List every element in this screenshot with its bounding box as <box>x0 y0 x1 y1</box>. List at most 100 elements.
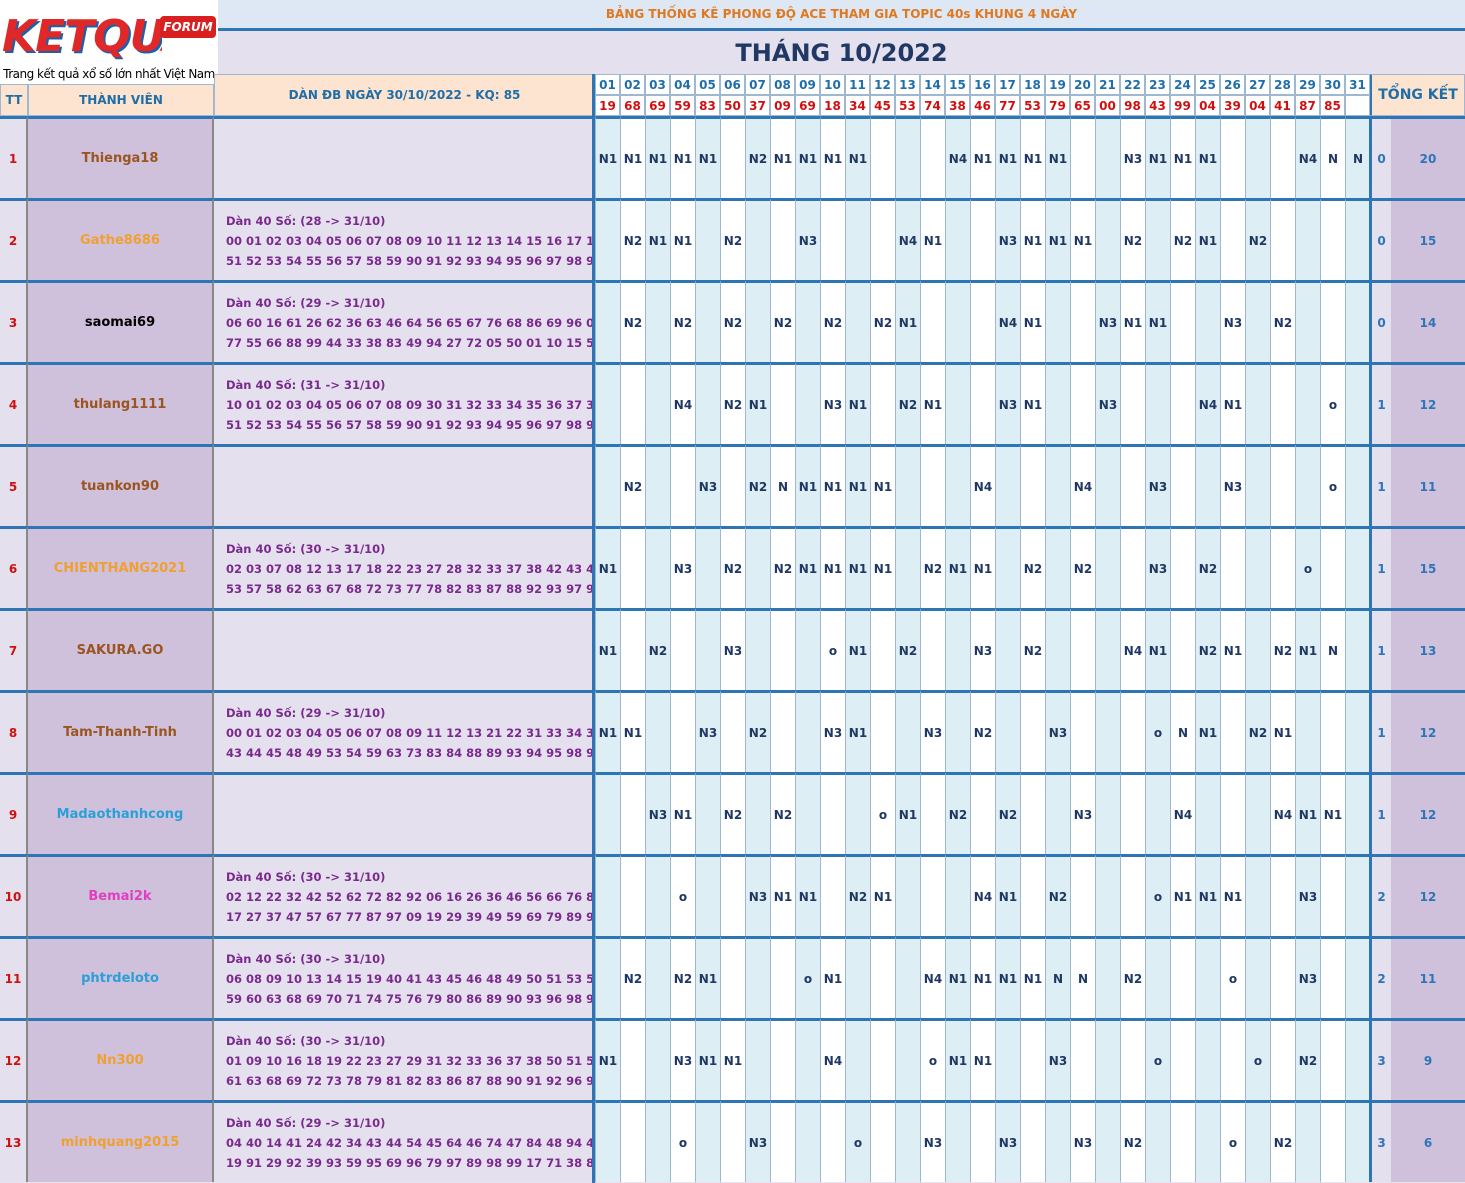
day-cell: N2 <box>1170 198 1195 280</box>
day-cell <box>620 854 645 936</box>
day-cell <box>670 444 695 526</box>
day-cell <box>1245 854 1270 936</box>
day-cell: o <box>1245 1018 1270 1100</box>
day-result: 69 <box>645 95 670 116</box>
day-cell <box>1220 1018 1245 1100</box>
day-cell <box>595 1100 620 1182</box>
day-cell <box>1270 854 1295 936</box>
member-name: phtrdeloto <box>28 936 214 1018</box>
day-cell: N3 <box>995 198 1020 280</box>
day-cell <box>1120 690 1145 772</box>
day-cell <box>695 772 720 854</box>
row-tt: 2 <box>0 198 28 280</box>
day-cell <box>1070 116 1095 198</box>
dan-line: Dàn 40 Số: (29 -> 31/10) <box>226 705 386 720</box>
day-cell: N1 <box>1020 936 1045 1018</box>
day-cell: N4 <box>895 198 920 280</box>
row-tt: 12 <box>0 1018 28 1100</box>
day-cell <box>695 526 720 608</box>
dan-line: Dàn 40 Số: (29 -> 31/10) <box>226 295 386 310</box>
day-cell <box>820 1100 845 1182</box>
dan-line: 19 91 29 92 39 93 59 95 69 96 79 97 89 9… <box>226 1155 592 1170</box>
day-cell: N2 <box>1195 526 1220 608</box>
day-cell <box>1120 362 1145 444</box>
day-cell <box>870 116 895 198</box>
day-cell <box>1070 854 1095 936</box>
day-cell: N1 <box>845 116 870 198</box>
dan: Dàn 40 Số: (29 -> 31/10) 06 60 16 61 26 6… <box>214 280 592 362</box>
col-total: TỔNG KẾT <box>1369 74 1465 116</box>
day-result: 98 <box>1120 95 1145 116</box>
day-cell: N1 <box>1195 690 1220 772</box>
day-cell <box>1320 936 1345 1018</box>
day-header: 25 <box>1195 74 1220 95</box>
day-cell <box>1045 772 1070 854</box>
day-result: 87 <box>1295 95 1320 116</box>
dan-line: Dàn 40 Số: (30 -> 31/10) <box>226 869 386 884</box>
day-cell <box>645 444 670 526</box>
member-name: minhquang2015 <box>28 1100 214 1182</box>
day-cell <box>620 608 645 690</box>
hit-count: 1 <box>1369 608 1391 690</box>
total: 14 <box>1391 280 1465 362</box>
day-cell: N4 <box>1195 362 1220 444</box>
row-tt: 5 <box>0 444 28 526</box>
day-cell: N1 <box>1295 608 1320 690</box>
day-cell <box>720 690 745 772</box>
day-cell <box>820 772 845 854</box>
day-result: 69 <box>795 95 820 116</box>
day-result: 79 <box>1045 95 1070 116</box>
day-cell: N4 <box>970 444 995 526</box>
dan-line: Dàn 40 Số: (30 -> 31/10) <box>226 1033 386 1048</box>
day-cell: N1 <box>620 690 645 772</box>
day-cell <box>645 936 670 1018</box>
row-tt: 7 <box>0 608 28 690</box>
day-header: 18 <box>1020 74 1045 95</box>
day-cell: o <box>1145 854 1170 936</box>
day-result: 85 <box>1320 95 1345 116</box>
day-cell: o <box>1320 362 1345 444</box>
day-cell <box>895 526 920 608</box>
day-cell: o <box>795 936 820 1018</box>
dan-line: 01 09 10 16 18 19 22 23 27 29 31 32 33 3… <box>226 1053 592 1068</box>
day-cell <box>870 608 895 690</box>
day-cell <box>1020 444 1045 526</box>
day-cell: o <box>1320 444 1345 526</box>
day-cell: N1 <box>595 608 620 690</box>
day-cell: N2 <box>1120 1100 1145 1182</box>
day-cell: N4 <box>670 362 695 444</box>
day-cell: N4 <box>995 280 1020 362</box>
day-cell <box>1220 690 1245 772</box>
day-cell <box>1170 362 1195 444</box>
day-cell <box>1270 444 1295 526</box>
day-cell <box>920 854 945 936</box>
day-header: 05 <box>695 74 720 95</box>
day-header: 28 <box>1270 74 1295 95</box>
day-cell <box>1270 198 1295 280</box>
day-cell: N4 <box>820 1018 845 1100</box>
day-cell <box>1295 690 1320 772</box>
day-cell: N2 <box>845 854 870 936</box>
day-cell: N3 <box>795 198 820 280</box>
day-cell <box>720 444 745 526</box>
day-cell: o <box>1295 526 1320 608</box>
day-cell <box>845 198 870 280</box>
row-tt: 9 <box>0 772 28 854</box>
day-cell: N3 <box>1070 772 1095 854</box>
day-header: 06 <box>720 74 745 95</box>
day-cell <box>1045 1100 1070 1182</box>
day-cell <box>745 198 770 280</box>
day-cell: N1 <box>1145 116 1170 198</box>
day-cell: N2 <box>820 280 845 362</box>
day-cell <box>1320 526 1345 608</box>
col-tt: TT <box>0 84 28 116</box>
day-cell <box>1020 1018 1045 1100</box>
day-cell <box>620 1100 645 1182</box>
day-cell: N1 <box>695 1018 720 1100</box>
day-cell <box>1145 1100 1170 1182</box>
day-cell: N2 <box>1270 608 1295 690</box>
day-cell: N2 <box>770 526 795 608</box>
hit-count: 1 <box>1369 690 1391 772</box>
day-cell: N1 <box>695 116 720 198</box>
day-cell <box>645 1100 670 1182</box>
